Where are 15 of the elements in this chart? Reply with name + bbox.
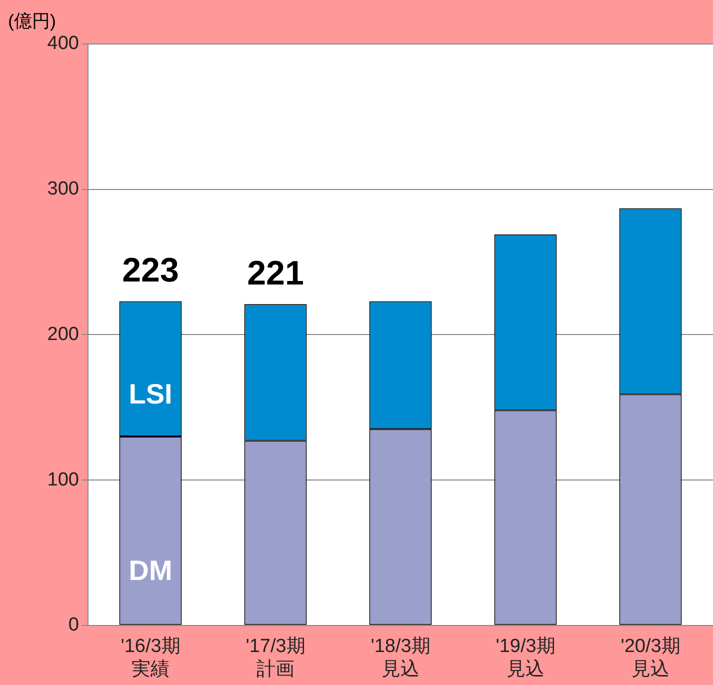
total-label: 221 xyxy=(247,254,304,293)
y-axis-title: (億円) xyxy=(8,10,56,31)
series-label: LSI xyxy=(128,378,172,410)
x-tick-label: '20/3期見込 xyxy=(620,636,680,680)
series-label: DM xyxy=(128,554,172,586)
y-tick-label: 400 xyxy=(47,33,79,54)
x-tick-label: '16/3期実績 xyxy=(120,636,180,680)
y-tick-label: 100 xyxy=(47,469,79,490)
y-tick-label: 300 xyxy=(47,178,79,200)
x-tick-label: '17/3期計画 xyxy=(246,636,306,680)
y-tick-label: 0 xyxy=(68,614,79,636)
x-tick-label: '18/3期見込 xyxy=(370,636,430,680)
x-tick-label: '19/3期見込 xyxy=(496,636,556,680)
total-label: 223 xyxy=(122,252,179,290)
y-tick-label: 200 xyxy=(47,324,79,345)
